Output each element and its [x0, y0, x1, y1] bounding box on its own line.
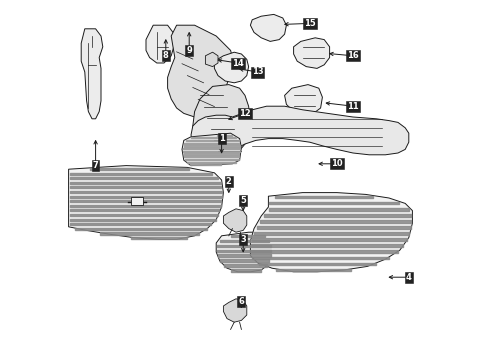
Text: 11: 11: [347, 102, 359, 111]
Polygon shape: [193, 85, 250, 160]
Text: 12: 12: [239, 109, 251, 118]
Bar: [130, 197, 144, 205]
Text: 5: 5: [240, 197, 246, 205]
Polygon shape: [250, 14, 286, 41]
Polygon shape: [146, 25, 175, 63]
Polygon shape: [223, 299, 247, 322]
Text: 9: 9: [186, 46, 192, 55]
Polygon shape: [81, 29, 103, 119]
Text: 3: 3: [240, 235, 246, 244]
Text: 16: 16: [347, 51, 359, 60]
Text: 6: 6: [239, 297, 245, 306]
Text: 4: 4: [406, 273, 412, 282]
Polygon shape: [285, 85, 322, 115]
Text: 8: 8: [163, 51, 169, 60]
Polygon shape: [223, 209, 247, 232]
Polygon shape: [168, 25, 234, 117]
Text: 15: 15: [304, 19, 316, 28]
Polygon shape: [191, 106, 409, 160]
Polygon shape: [182, 133, 242, 166]
Text: 14: 14: [232, 58, 244, 68]
Polygon shape: [250, 193, 413, 272]
Text: 1: 1: [219, 134, 224, 143]
Text: 10: 10: [331, 159, 343, 168]
Polygon shape: [69, 166, 223, 239]
Text: 2: 2: [226, 177, 232, 186]
Polygon shape: [205, 52, 218, 67]
Text: 13: 13: [252, 68, 264, 77]
Polygon shape: [216, 232, 272, 272]
Text: 7: 7: [93, 161, 98, 170]
Polygon shape: [294, 38, 330, 68]
Polygon shape: [215, 52, 248, 83]
